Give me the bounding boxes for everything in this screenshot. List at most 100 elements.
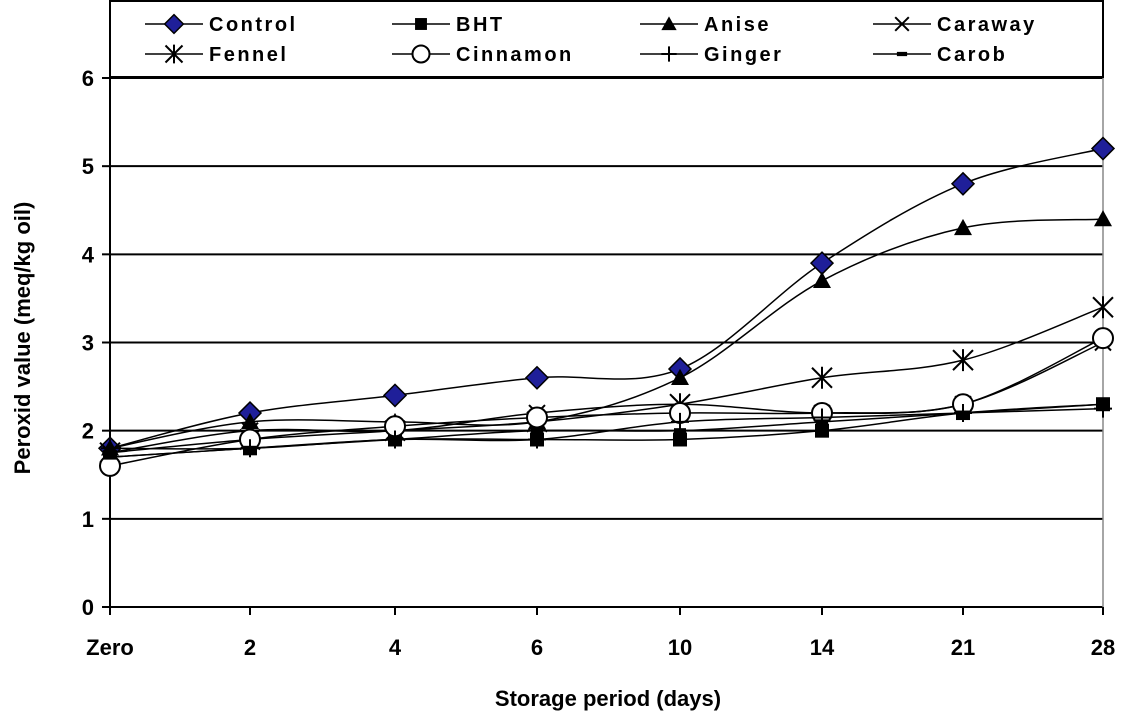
axes	[109, 68, 1104, 608]
point-anise-28	[1094, 210, 1112, 227]
y-tick-label-3: 3	[82, 331, 94, 356]
legend-marker-caraway	[894, 16, 910, 32]
point-anise-21-shape	[954, 218, 972, 236]
point-ginger-6	[528, 430, 546, 449]
point-carob-4-shape	[389, 436, 401, 442]
point-ginger-zero-shape	[101, 439, 119, 458]
x-tick-label-21: 21	[951, 635, 975, 660]
legend-item-anise: Anise	[640, 14, 771, 36]
point-fennel-28-shape	[1092, 296, 1114, 319]
point-carob-6	[531, 428, 543, 434]
series-line-control	[109, 147, 1104, 450]
point-carob-21	[957, 410, 969, 416]
legend-marker-carob-shape	[896, 51, 908, 57]
point-fennel-21-shape	[952, 349, 974, 372]
point-control-21	[950, 171, 976, 196]
legend-label-bht: BHT	[456, 14, 505, 36]
legend-item-ginger: Ginger	[640, 44, 783, 66]
point-control-4	[382, 383, 408, 408]
legend-marker-ginger	[661, 46, 677, 62]
gridlines	[102, 77, 1103, 608]
point-carob-14-shape	[816, 419, 828, 425]
point-carob-10	[674, 428, 686, 434]
point-carob-2	[244, 445, 256, 451]
y-tick-label-2: 2	[82, 419, 94, 444]
y-axis-title: Peroxid value (meq/kg oil)	[10, 202, 35, 475]
y-tick-label-4: 4	[82, 242, 95, 267]
point-control-14	[809, 251, 835, 276]
legend-marker-fennel-shape	[164, 44, 184, 64]
y-tick-label-6: 6	[82, 66, 94, 91]
legend-box	[109, 0, 1104, 78]
legend-marker-carob	[896, 51, 908, 57]
x-tick-label-2: 2	[244, 635, 256, 660]
legend-marker-cinnamon-shape	[411, 44, 431, 64]
y-tick-label-0: 0	[82, 595, 94, 620]
point-control-21-shape	[950, 171, 976, 196]
legend: Control BHT Anise Caraway Fennel Cinnamon Ging…	[109, 0, 1104, 78]
legend-marker-anise-shape	[661, 16, 677, 31]
legend-label-control: Control	[209, 14, 298, 36]
point-carob-zero	[104, 454, 116, 460]
point-carob-10-shape	[674, 428, 686, 434]
point-carob-2-shape	[244, 445, 256, 451]
y-tick-labels: 0 1 2 3 4 5 6	[82, 66, 95, 620]
point-ginger-6-shape	[528, 430, 546, 449]
point-bht-10	[673, 432, 687, 447]
point-control-28-shape	[1090, 136, 1116, 161]
point-carob-6-shape	[531, 428, 543, 434]
point-carob-28-shape	[1097, 401, 1109, 407]
legend-label-carob: Carob	[937, 44, 1007, 66]
x-tick-label-14: 14	[810, 635, 835, 660]
legend-marker-caraway-shape	[894, 16, 910, 32]
point-anise-14-shape	[813, 271, 831, 288]
y-tick-label-1: 1	[82, 507, 94, 532]
legend-marker-ginger-shape	[661, 46, 677, 62]
legend-label-fennel: Fennel	[209, 44, 288, 66]
point-ginger-10	[671, 412, 689, 431]
legend-label-caraway: Caraway	[937, 14, 1037, 36]
point-anise-10	[671, 368, 689, 385]
point-anise-21	[954, 218, 972, 236]
legend-item-carob: Carob	[873, 44, 1007, 66]
x-tick-label-6: 6	[531, 635, 543, 660]
point-fennel-14-shape	[811, 366, 833, 389]
x-tick-label-4: 4	[389, 635, 402, 660]
series-line-fennel	[109, 306, 1104, 454]
legend-label-ginger: Ginger	[704, 44, 783, 66]
x-tick-labels: Zero 2 4 6 10 14 21 28	[86, 607, 1115, 660]
point-cinnamon-6-shape	[526, 406, 548, 429]
point-carob-21-shape	[957, 410, 969, 416]
y-tick-label-5: 5	[82, 154, 94, 179]
point-carob-28	[1097, 401, 1109, 407]
series-carob	[104, 401, 1109, 460]
legend-label-cinnamon: Cinnamon	[456, 44, 574, 66]
legend-label-anise: Anise	[704, 14, 771, 36]
x-tick-label-Zero: Zero	[86, 635, 134, 660]
point-fennel-28	[1092, 296, 1114, 319]
series-line-anise	[109, 218, 1104, 450]
legend-marker-control-shape	[163, 13, 185, 35]
point-ginger-zero	[101, 439, 119, 458]
point-fennel-14	[811, 366, 833, 389]
point-control-4-shape	[382, 383, 408, 408]
x-axis-title: Storage period (days)	[495, 686, 721, 711]
point-cinnamon-28	[1092, 327, 1114, 350]
point-anise-14	[813, 271, 831, 288]
point-anise-28-shape	[1094, 210, 1112, 227]
point-control-28	[1090, 136, 1116, 161]
series-line-carob	[109, 403, 1104, 458]
legend-marker-control	[163, 13, 185, 35]
point-bht-14	[815, 423, 829, 438]
point-carob-14	[816, 419, 828, 425]
point-control-6-shape	[524, 365, 550, 390]
series-group	[97, 136, 1116, 477]
legend-marker-fennel	[164, 44, 184, 64]
point-bht-14-shape	[815, 423, 829, 438]
legend-marker-anise	[661, 16, 677, 31]
point-fennel-21	[952, 349, 974, 372]
legend-marker-cinnamon	[411, 44, 431, 64]
point-control-6	[524, 365, 550, 390]
legend-item-cinnamon: Cinnamon	[392, 44, 574, 66]
